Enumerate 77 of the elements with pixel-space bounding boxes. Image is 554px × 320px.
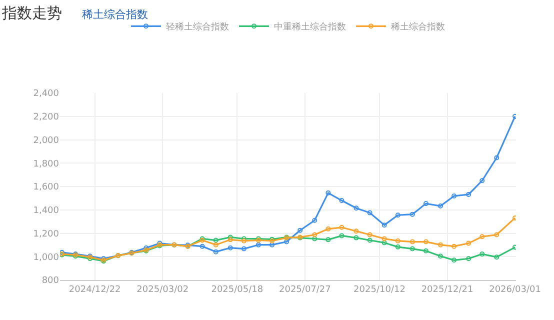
point [438,204,443,209]
x-tick-label: 2025/10/12 [354,284,406,295]
point [452,258,457,263]
x-tick-label: 2025/07/27 [279,284,331,295]
point [494,232,500,238]
point [270,242,275,248]
point [284,239,290,244]
point [228,237,233,242]
point [312,236,318,242]
point [494,155,500,160]
point [410,239,415,244]
point [382,240,387,246]
point [354,206,359,211]
point [395,244,400,250]
point [395,212,400,218]
x-tick-label: 2025/05/18 [211,284,264,295]
x-tick-label: 2026/03/01 [489,284,541,295]
point [326,237,331,242]
point [312,218,318,223]
point [382,236,387,242]
y-tick-label: 1,200 [33,229,60,240]
point [312,232,318,238]
point [339,224,344,230]
y-tick-label: 1,600 [33,182,60,193]
point [410,246,415,252]
point [466,256,472,262]
point [213,249,218,254]
point [480,252,485,257]
point [395,238,400,244]
point [423,239,428,244]
point [339,233,344,238]
point [438,242,443,248]
point [466,240,472,246]
point [367,232,372,238]
point [354,235,359,240]
point [367,238,372,243]
y-tick-label: 1,800 [33,159,60,170]
point [480,234,485,240]
point [326,226,331,232]
point [480,178,485,184]
y-tick-label: 2,200 [33,112,60,123]
point [213,242,218,248]
y-tick-label: 1,000 [33,252,60,263]
point [228,234,233,240]
point [452,244,457,249]
y-tick-label: 2,000 [33,136,60,146]
legend-label: 稀土综合指数 [391,22,445,33]
point [423,201,428,206]
point [213,238,218,243]
y-tick-label: 800 [42,276,60,286]
x-tick-label: 2025/12/21 [421,284,474,295]
y-tick-label: 1,400 [33,206,60,216]
point [326,190,331,196]
point [241,246,246,252]
line-series [60,233,516,264]
chart-title: 指数走势 [2,4,62,23]
point [256,242,261,248]
point [452,193,457,198]
point [382,222,387,228]
line-series [60,215,516,263]
point [494,254,500,260]
point [354,228,359,234]
chart-subtitle: 稀土综合指数 [82,7,148,22]
legend-label: 中重稀土综合指数 [274,22,346,33]
point [228,245,233,250]
point [200,244,205,249]
x-tick-label: 2025/03/02 [136,284,189,295]
point [339,198,344,204]
legend-label: 轻稀土综合指数 [166,22,229,33]
point [298,228,303,233]
point [423,248,428,254]
y-tick-label: 2,400 [33,89,60,100]
point [410,212,415,217]
x-tick-label: 2024/12/22 [68,284,121,295]
point [367,210,372,216]
point [438,254,443,259]
point [466,192,472,197]
